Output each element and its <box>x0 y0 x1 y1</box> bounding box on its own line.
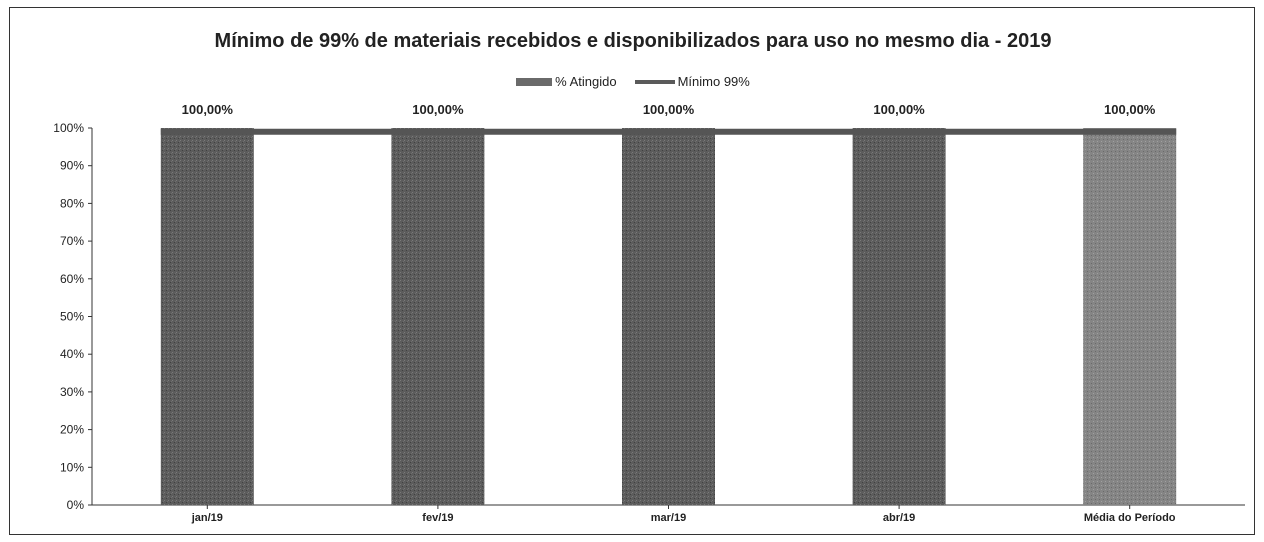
y-tick-label: 50% <box>60 310 84 324</box>
legend-item-minimo: Mínimo 99% <box>634 74 750 89</box>
x-tick-label: abr/19 <box>883 512 915 524</box>
y-tick-label: 80% <box>60 196 84 210</box>
x-tick-label: fev/19 <box>422 512 453 524</box>
x-tick-label: mar/19 <box>651 512 686 524</box>
x-tick-label: jan/19 <box>191 512 223 524</box>
y-tick-label: 30% <box>60 385 84 399</box>
data-label: 100,00% <box>1104 102 1156 117</box>
legend-item-atingido: % Atingido <box>516 74 617 89</box>
legend-label-atingido: % Atingido <box>555 74 617 89</box>
y-tick-label: 20% <box>60 423 84 437</box>
bar <box>391 128 485 505</box>
legend-label-minimo: Mínimo 99% <box>677 74 750 89</box>
bar <box>622 128 715 505</box>
y-tick-label: 10% <box>60 460 84 474</box>
data-label: 100,00% <box>412 102 464 117</box>
legend-swatch-minimo <box>634 79 675 84</box>
y-tick-label: 40% <box>60 347 84 361</box>
bar <box>852 128 946 505</box>
chart-title: Mínimo de 99% de materiais recebidos e d… <box>214 30 1052 52</box>
bar <box>160 128 254 505</box>
bar <box>1083 128 1177 505</box>
y-tick-label: 100% <box>53 121 84 135</box>
x-tick-label: Média do Período <box>1084 512 1176 524</box>
y-tick-label: 60% <box>60 272 84 286</box>
chart-legend: % Atingido Mínimo 99% <box>10 74 1256 89</box>
y-tick-label: 0% <box>67 498 85 512</box>
y-tick-label: 70% <box>60 234 84 248</box>
y-tick-label: 90% <box>60 159 84 173</box>
legend-swatch-atingido <box>516 77 553 86</box>
data-label: 100,00% <box>873 102 925 117</box>
data-label: 100,00% <box>643 102 695 117</box>
data-label: 100,00% <box>182 102 234 117</box>
